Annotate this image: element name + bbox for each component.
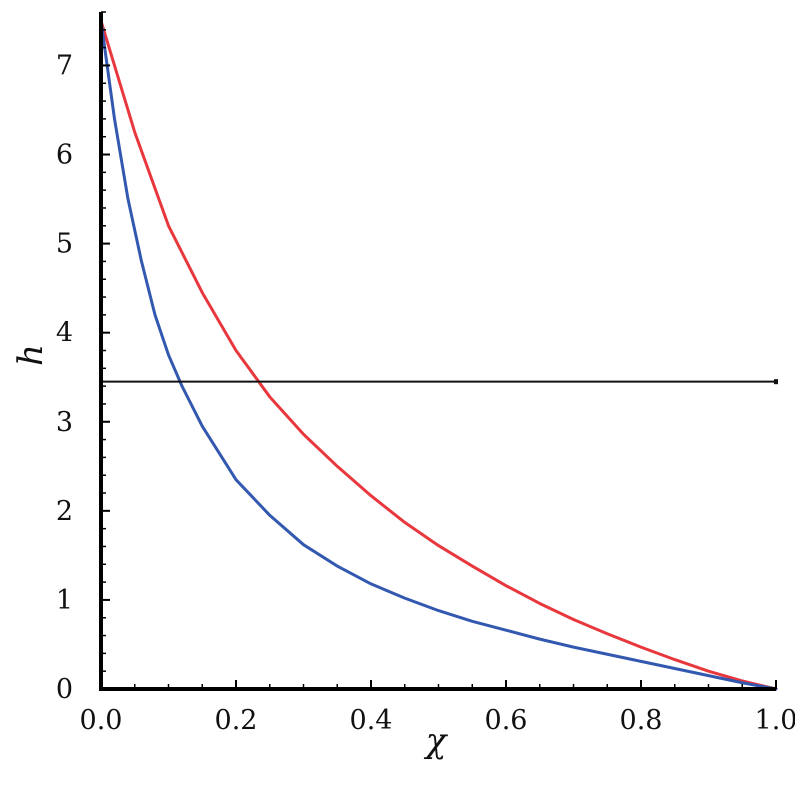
x-tick-label-0.4: 0.4 [350, 705, 393, 736]
y-axis-title: h [11, 344, 51, 366]
series-3-end-marker [774, 379, 778, 385]
y-tick-label-2: 2 [56, 496, 73, 527]
y-tick-label-1: 1 [56, 585, 73, 616]
y-tick-label-3: 3 [56, 407, 73, 438]
y-tick-label-7: 7 [56, 50, 73, 81]
x-tick-label-0.8: 0.8 [620, 705, 663, 736]
y-tick-label-0: 0 [56, 674, 73, 705]
x-axis-title: χ [424, 721, 449, 761]
x-tick-label-0.2: 0.2 [215, 705, 258, 736]
x-tick-label-1.0: 1.0 [755, 705, 795, 736]
series-layer [99, 19, 778, 691]
x-tick-label-0.6: 0.6 [485, 705, 528, 736]
y-tick-label-5: 5 [56, 229, 73, 260]
y-tick-label-4: 4 [56, 318, 73, 349]
x-tick-label-0.0: 0.0 [80, 705, 123, 736]
y-tick-label-6: 6 [56, 140, 73, 171]
axes-layer [99, 11, 777, 691]
series-line-2 [99, 19, 778, 691]
labels-layer: 0 1 2 3 4 5 6 7 0.0 0.2 0.4 0.6 0.8 1.0 [56, 50, 795, 736]
series-line-1 [99, 19, 778, 691]
